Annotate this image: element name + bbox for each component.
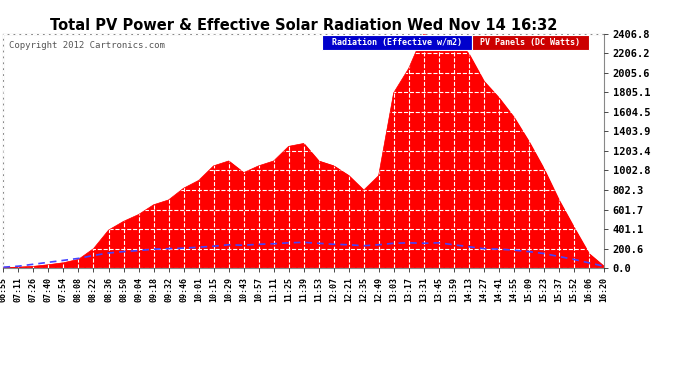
- FancyBboxPatch shape: [322, 35, 472, 50]
- FancyBboxPatch shape: [472, 35, 589, 50]
- Text: Copyright 2012 Cartronics.com: Copyright 2012 Cartronics.com: [10, 41, 166, 50]
- Text: PV Panels (DC Watts): PV Panels (DC Watts): [480, 38, 580, 47]
- Text: Radiation (Effective w/m2): Radiation (Effective w/m2): [332, 38, 462, 47]
- Title: Total PV Power & Effective Solar Radiation Wed Nov 14 16:32: Total PV Power & Effective Solar Radiati…: [50, 18, 558, 33]
